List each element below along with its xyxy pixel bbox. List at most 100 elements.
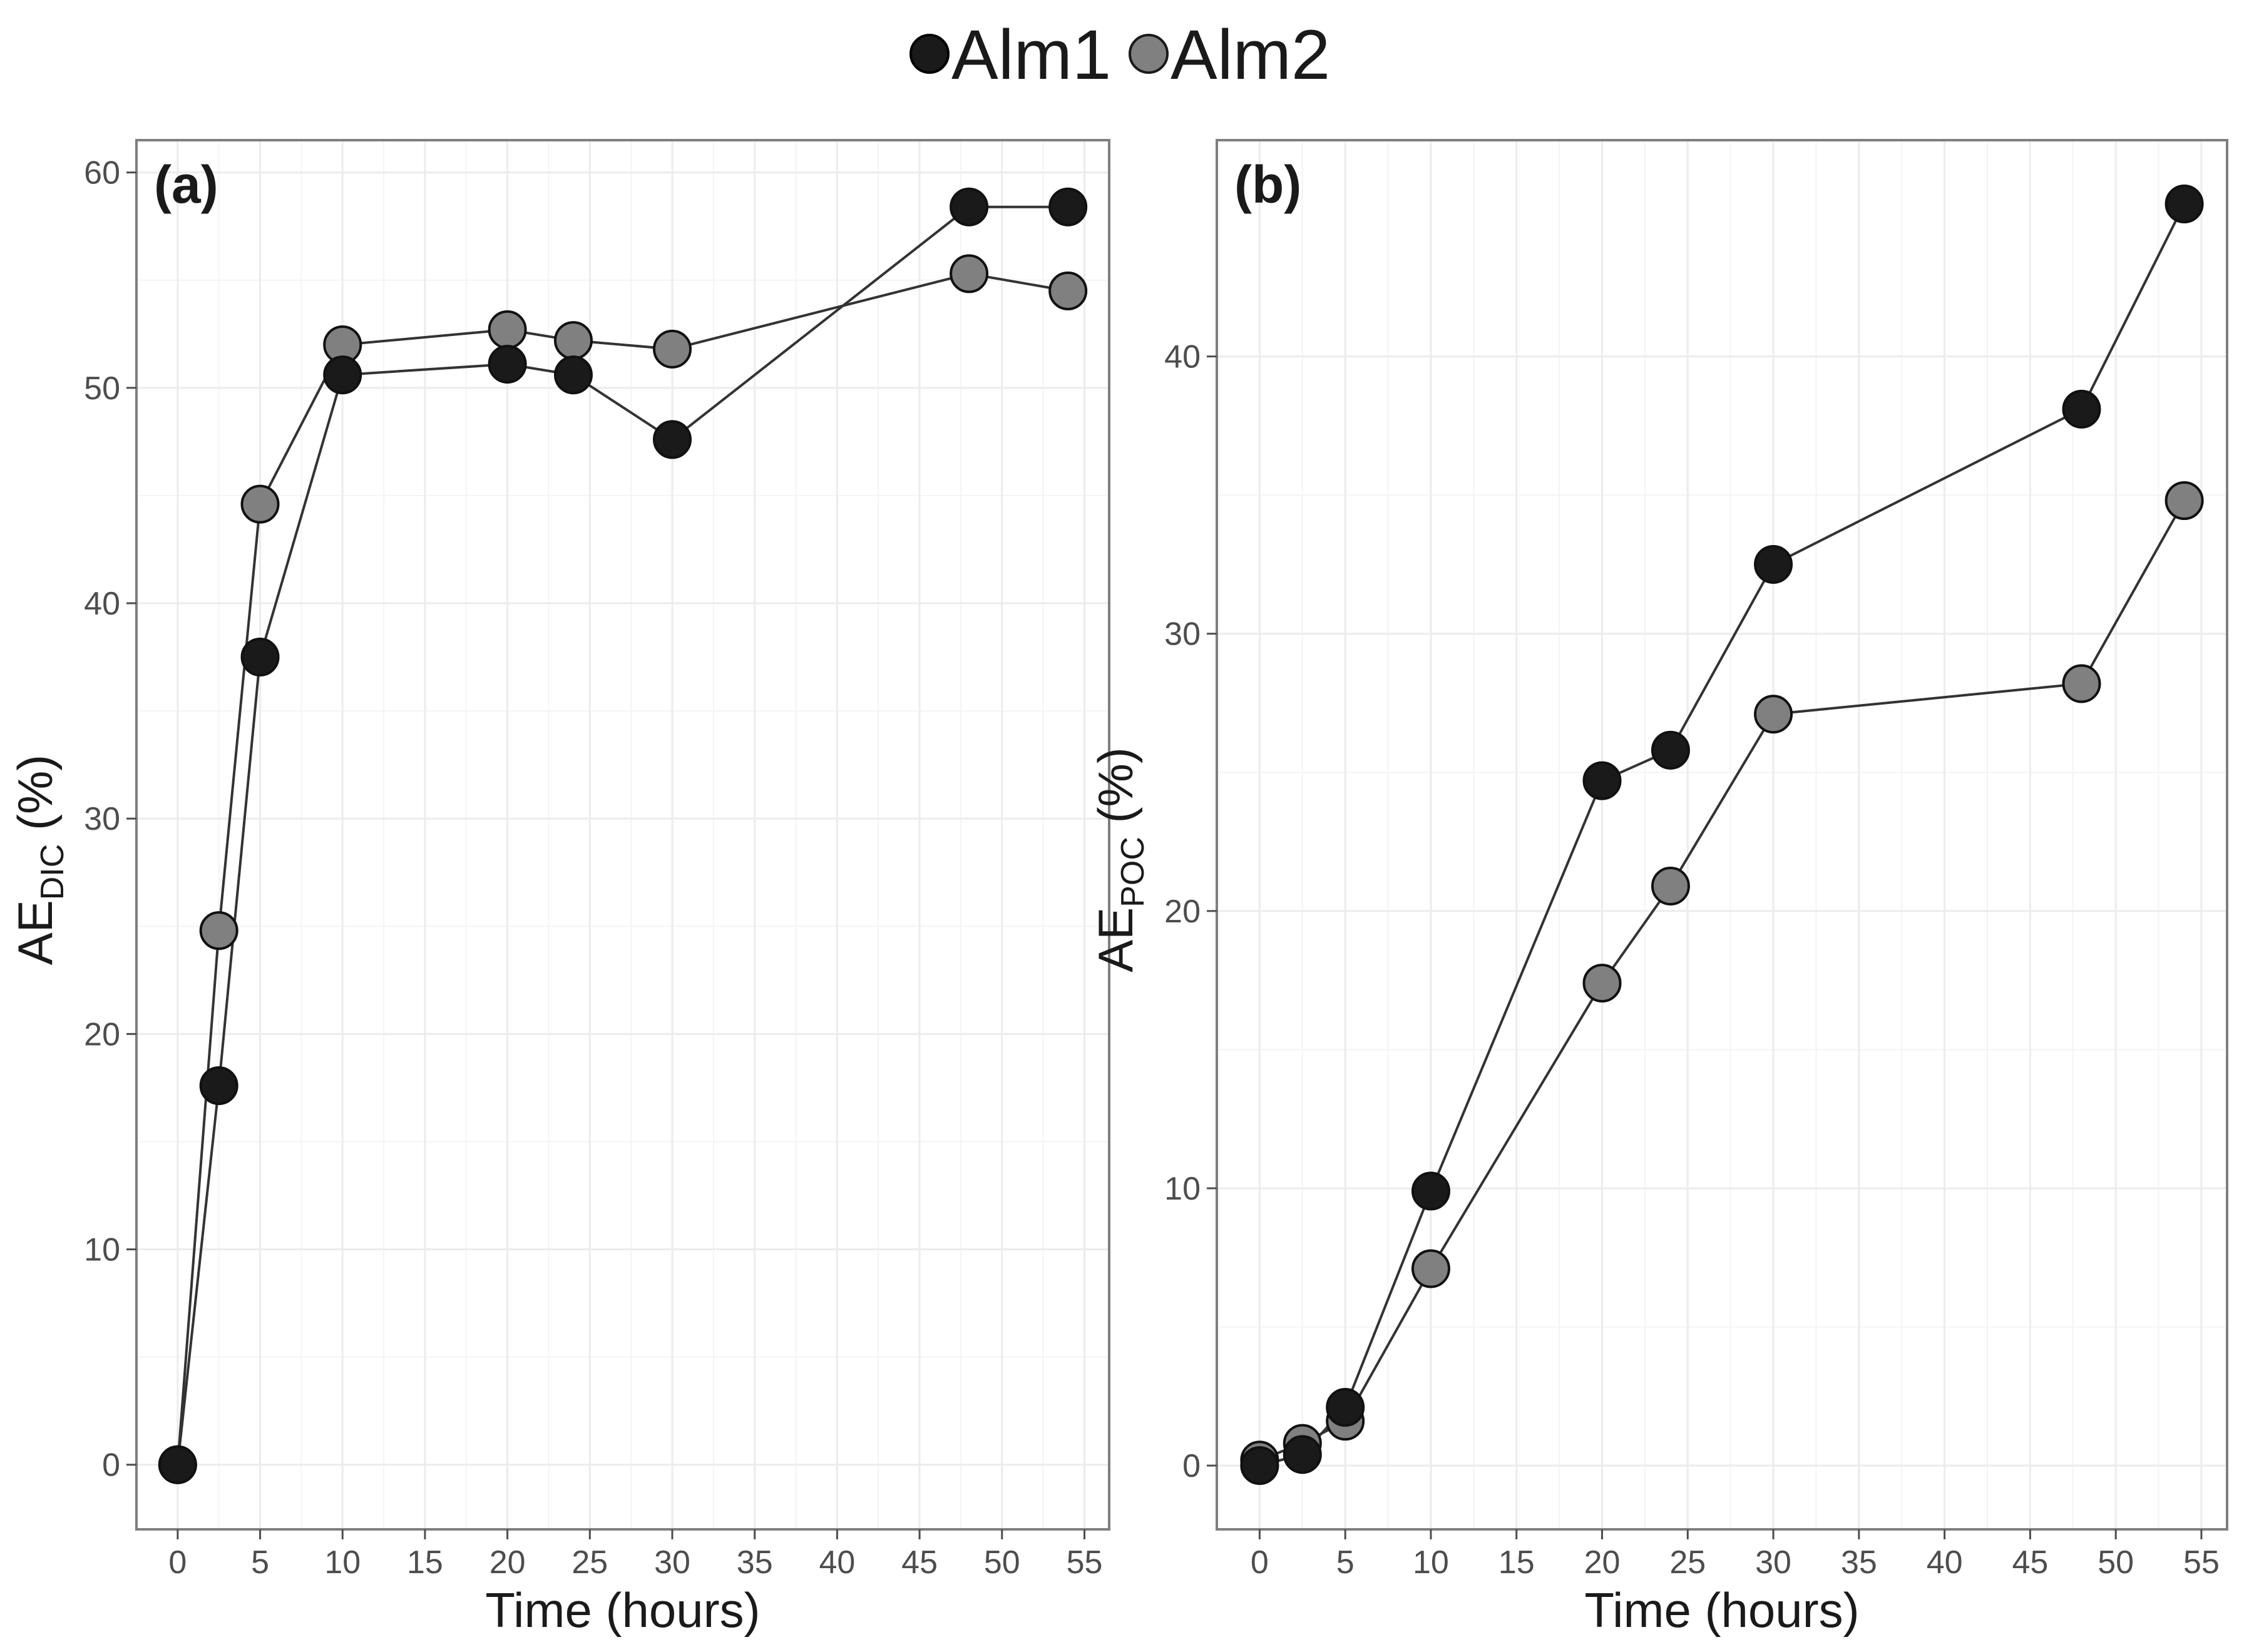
legend-label-alm2: Alm2	[1171, 16, 1330, 94]
data-point-alm1	[323, 355, 362, 395]
x-tick-label: 15	[407, 1544, 443, 1581]
x-axis-a: 0 5 10 15 20 25 30 35 40 45 50 55	[168, 1529, 1102, 1581]
x-tick-label: 25	[571, 1544, 608, 1581]
legend-marker-alm2	[1129, 34, 1169, 74]
data-point-alm2	[1651, 866, 1690, 905]
panel-b: 0 5 10 15 20 25 30 35 40 45 50 55 0 10 20 30 40 (b) Tim…	[1088, 139, 2228, 1638]
y-tick-label: 10	[1164, 1171, 1201, 1207]
data-point-alm2	[1582, 964, 1622, 1003]
data-point-alm2	[553, 321, 593, 360]
data-point-alm1	[1411, 1171, 1450, 1211]
x-tick-label: 55	[2183, 1544, 2220, 1581]
data-point-alm2	[1048, 271, 1088, 310]
panel-label-a: (a)	[154, 155, 218, 214]
y-axis-title-a: AEDIC (%)	[8, 755, 71, 966]
y-tick-label: 30	[1164, 616, 1201, 653]
x-tick-label: 50	[984, 1544, 1020, 1581]
grid-minor-b	[1217, 140, 2227, 1529]
data-point-alm1	[1582, 761, 1622, 800]
data-point-alm1	[1326, 1388, 1365, 1427]
data-point-alm1	[2164, 184, 2204, 223]
legend-marker-alm1	[909, 34, 950, 74]
data-point-alm1	[553, 355, 593, 395]
x-tick-label: 30	[1755, 1544, 1791, 1581]
data-point-alm1	[1048, 187, 1088, 227]
x-tick-label: 0	[168, 1544, 187, 1581]
data-point-alm1	[653, 420, 692, 459]
x-tick-label: 10	[324, 1544, 361, 1581]
y-axis-title-b: AEPOC (%)	[1088, 747, 1151, 972]
legend: Alm1 Alm2	[909, 16, 1330, 94]
data-point-alm2	[488, 310, 527, 349]
x-tick-label: 35	[737, 1544, 773, 1581]
data-point-alm1	[2062, 389, 2101, 429]
data-point-alm1	[1283, 1435, 1322, 1474]
x-tick-label: 10	[1413, 1544, 1449, 1581]
x-tick-label: 55	[1067, 1544, 1103, 1581]
data-point-alm2	[1754, 695, 1793, 734]
y-tick-label: 60	[84, 155, 120, 191]
x-tick-label: 5	[1336, 1544, 1355, 1581]
legend-label-alm1: Alm1	[951, 16, 1111, 94]
x-tick-label: 20	[489, 1544, 526, 1581]
y-tick-label: 0	[102, 1447, 120, 1484]
data-point-alm2	[653, 329, 692, 369]
data-point-alm2	[2164, 481, 2204, 521]
data-point-alm2	[2062, 664, 2101, 703]
series-points-a	[158, 187, 1088, 1484]
panel-border-a	[135, 139, 1110, 1531]
data-point-alm1	[1240, 1446, 1279, 1486]
x-tick-label: 15	[1498, 1544, 1535, 1581]
y-axis-title-main-a: AE	[8, 900, 63, 965]
y-tick-label: 10	[84, 1232, 120, 1268]
legend-item-alm2: Alm2	[1129, 16, 1330, 94]
x-axis-b: 0 5 10 15 20 25 30 35 40 45 50 55	[1251, 1529, 2220, 1581]
grid-major-b	[1217, 140, 2227, 1529]
data-point-alm2	[950, 254, 989, 293]
y-axis-title-main-b: AE	[1088, 907, 1143, 972]
data-point-alm1	[158, 1445, 197, 1484]
x-axis-title-b: Time (hours)	[1584, 1583, 1859, 1638]
x-tick-label: 50	[2098, 1544, 2134, 1581]
x-tick-label: 45	[901, 1544, 938, 1581]
data-point-alm2	[1411, 1249, 1450, 1288]
y-tick-label: 20	[1164, 894, 1201, 930]
y-axis-a: 0 10 20 30 40 50 60	[84, 155, 136, 1484]
y-tick-label: 40	[84, 586, 120, 622]
x-axis-title-a: Time (hours)	[485, 1583, 760, 1638]
data-point-alm1	[950, 187, 989, 227]
y-tick-label: 20	[84, 1016, 120, 1053]
y-tick-label: 40	[1164, 339, 1201, 375]
data-point-alm1	[1651, 730, 1690, 770]
x-tick-label: 0	[1251, 1544, 1269, 1581]
legend-item-alm1: Alm1	[909, 16, 1111, 94]
x-tick-label: 25	[1669, 1544, 1706, 1581]
data-point-alm1	[240, 638, 280, 677]
panel-label-b: (b)	[1234, 155, 1301, 214]
y-tick-label: 0	[1182, 1448, 1201, 1484]
y-axis-title-suffix-a: (%)	[8, 755, 63, 844]
x-tick-label: 20	[1584, 1544, 1621, 1581]
data-point-alm2	[240, 484, 280, 524]
y-axis-b: 0 10 20 30 40	[1164, 339, 1217, 1484]
y-axis-title-sub-b: POC	[1115, 837, 1151, 907]
panel-border-b	[1216, 139, 2228, 1531]
y-tick-label: 30	[84, 801, 120, 837]
x-tick-label: 30	[654, 1544, 690, 1581]
grid-major-a	[136, 140, 1109, 1529]
x-tick-label: 35	[1841, 1544, 1877, 1581]
panel-a: 0 5 10 15 20 25 30 35 40 45 50 55 0 10 20 30 40 50 60 (a)…	[8, 139, 1110, 1638]
y-axis-title-suffix-b: (%)	[1088, 747, 1143, 837]
x-tick-label: 40	[1927, 1544, 1963, 1581]
data-point-alm1	[488, 344, 527, 384]
x-tick-label: 40	[819, 1544, 855, 1581]
data-point-alm2	[199, 911, 238, 951]
y-tick-label: 50	[84, 370, 120, 407]
x-tick-label: 5	[251, 1544, 269, 1581]
grid-minor-a	[136, 140, 1109, 1529]
y-axis-title-sub-a: DIC	[34, 844, 71, 900]
data-point-alm1	[1754, 544, 1793, 584]
x-tick-label: 45	[2012, 1544, 2048, 1581]
series-points-b	[1240, 184, 2204, 1486]
